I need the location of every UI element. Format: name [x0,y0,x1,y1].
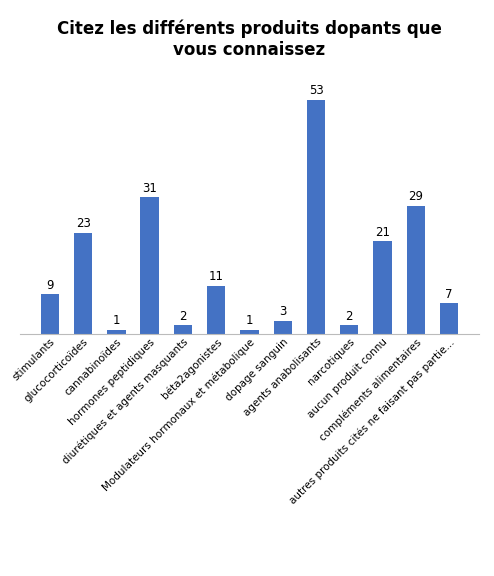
Bar [74,233,92,334]
Bar [174,325,192,334]
Text: 11: 11 [208,270,224,283]
Text: 21: 21 [375,226,390,238]
Bar [41,294,59,334]
Bar [307,100,325,334]
Bar [373,241,392,334]
Text: 2: 2 [179,309,187,323]
Text: 53: 53 [309,84,324,97]
Bar [107,329,125,334]
Bar [340,325,359,334]
Bar [140,197,159,334]
Bar [207,286,225,334]
Title: Citez les différents produits dopants que
vous connaissez: Citez les différents produits dopants qu… [57,20,442,59]
Text: 31: 31 [142,181,157,195]
Text: 23: 23 [76,217,90,230]
Bar [274,321,292,334]
Bar [240,329,259,334]
Text: 2: 2 [346,309,353,323]
Text: 1: 1 [246,314,253,327]
Text: 9: 9 [46,279,53,291]
Text: 29: 29 [409,190,423,203]
Text: 7: 7 [446,287,453,301]
Text: 1: 1 [113,314,120,327]
Bar [440,303,458,334]
Bar [407,206,425,334]
Text: 3: 3 [279,305,287,318]
